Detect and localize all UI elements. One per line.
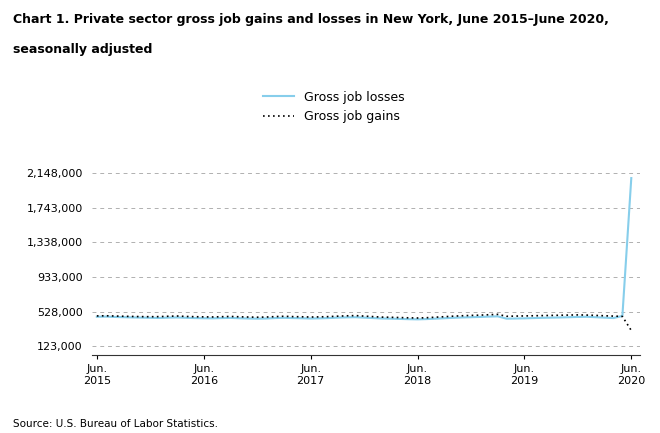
Line: Gross job gains: Gross job gains xyxy=(97,314,632,330)
Gross job gains xyxy=(414,315,422,320)
Text: seasonally adjusted: seasonally adjusted xyxy=(13,43,152,56)
Text: Chart 1. Private sector gross job gains and losses in New York, June 2015–June 2: Chart 1. Private sector gross job gains … xyxy=(13,13,609,26)
Gross job losses xyxy=(565,315,573,320)
Gross job losses xyxy=(200,316,208,321)
Gross job gains xyxy=(378,314,386,320)
Gross job losses xyxy=(414,317,422,322)
Gross job losses xyxy=(628,175,636,181)
Legend: Gross job losses, Gross job gains: Gross job losses, Gross job gains xyxy=(263,91,405,123)
Line: Gross job losses: Gross job losses xyxy=(97,178,632,320)
Gross job gains xyxy=(200,314,208,320)
Gross job losses xyxy=(218,316,226,321)
Gross job losses xyxy=(422,317,430,322)
Gross job gains xyxy=(628,328,636,333)
Gross job losses xyxy=(93,314,101,320)
Gross job gains xyxy=(218,314,226,319)
Gross job gains xyxy=(280,313,288,319)
Gross job losses xyxy=(378,316,386,321)
Text: Source: U.S. Bureau of Labor Statistics.: Source: U.S. Bureau of Labor Statistics. xyxy=(13,419,218,429)
Gross job gains xyxy=(565,313,573,318)
Gross job gains xyxy=(93,313,101,319)
Gross job losses xyxy=(280,315,288,320)
Gross job gains xyxy=(494,312,502,317)
